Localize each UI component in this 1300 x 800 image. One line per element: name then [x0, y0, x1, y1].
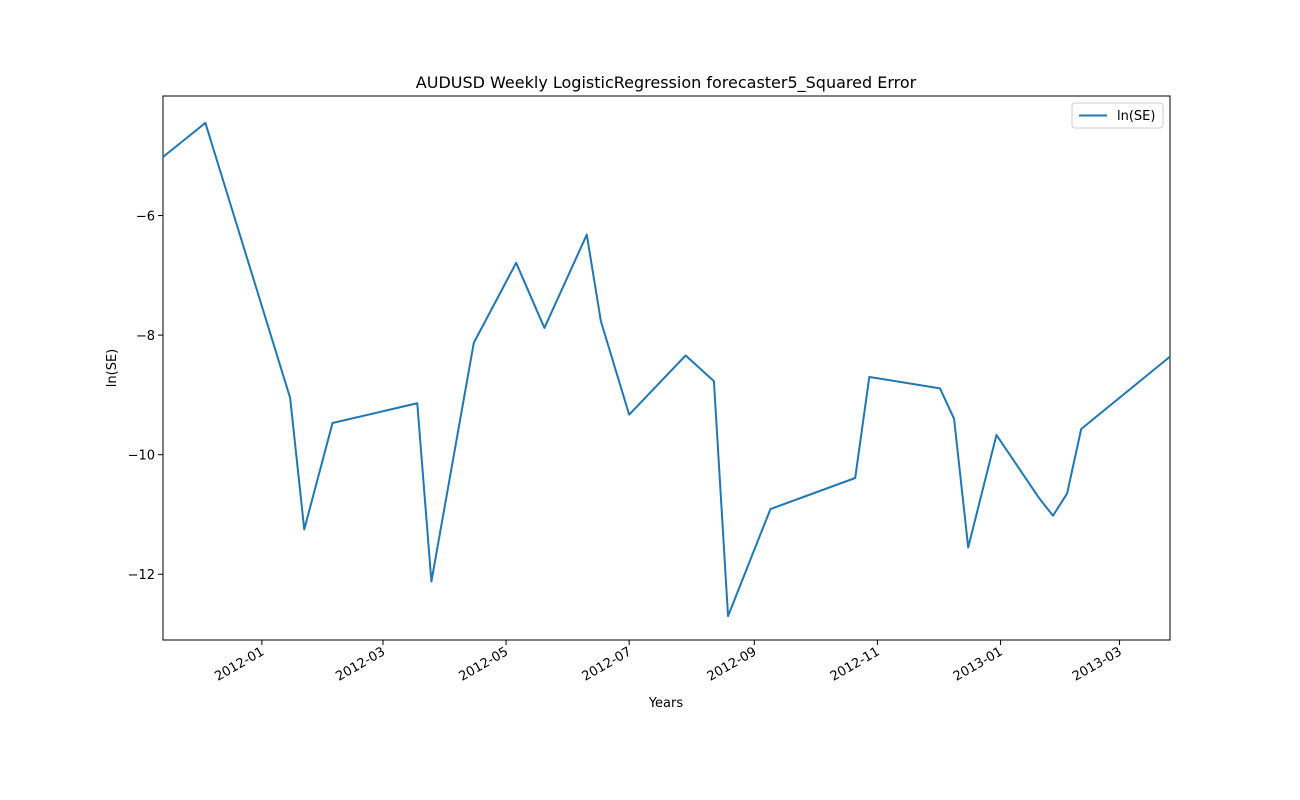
x-tick-label: 2012-11: [828, 644, 883, 684]
x-tick-label: 2012-07: [580, 644, 635, 684]
legend-box: [1071, 102, 1164, 129]
legend: ln(SE): [1071, 102, 1164, 129]
y-tick-label: −12: [128, 568, 155, 583]
x-axis-label: Years: [648, 696, 684, 711]
legend-label: ln(SE): [1117, 109, 1155, 124]
y-tick-label: −8: [136, 329, 155, 344]
x-tick-label: 2012-03: [333, 644, 388, 684]
plot-frame: [162, 95, 1171, 641]
y-tick-label: −10: [128, 449, 155, 464]
x-tick-label: 2012-09: [705, 644, 760, 684]
x-tick-label: 2013-01: [951, 644, 1006, 684]
chart-title: AUDUSD Weekly LogisticRegression forecas…: [416, 73, 917, 93]
x-tick-label: 2012-05: [457, 644, 512, 684]
series-line-0: [162, 121, 1171, 618]
y-tick-label: −6: [136, 210, 155, 225]
y-axis-label: ln(SE): [105, 349, 120, 387]
plot-area: [162, 121, 1171, 618]
x-tick-label: 2012-01: [212, 644, 267, 684]
x-tick-label: 2013-03: [1070, 644, 1125, 684]
axes: 2012-01 2012-03 2012-05 2012-07 2012-09 2012-…: [128, 95, 1171, 685]
